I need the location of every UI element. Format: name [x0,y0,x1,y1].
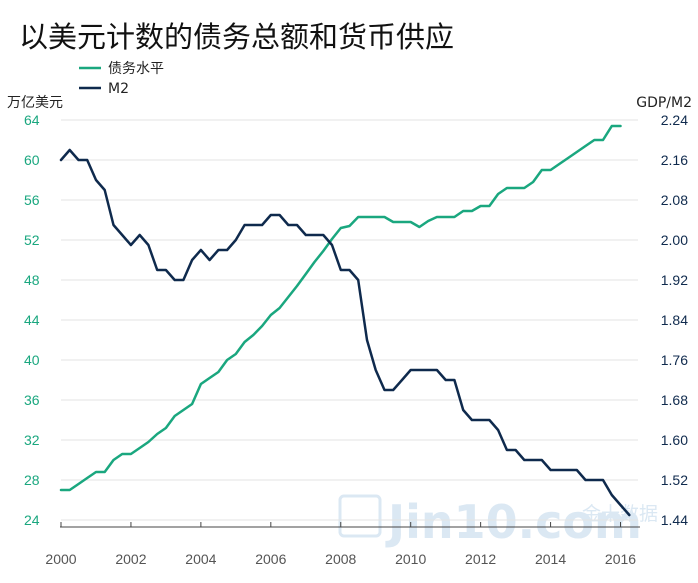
x-tick-label: 2004 [185,551,216,567]
x-tick-label: 2006 [255,551,286,567]
legend: 债务水平 M2 [79,61,164,97]
right-tick-label: 1.76 [661,352,688,368]
legend-label-m2: M2 [108,81,129,97]
series-line-m2 [59,148,631,517]
x-tick-label: 2014 [535,551,566,567]
right-tick-label: 2.00 [661,232,688,248]
right-tick-label: 1.92 [661,272,688,288]
left-tick-label: 64 [24,112,40,128]
x-tick-label: 2010 [395,551,426,567]
x-tick-label: 2012 [465,551,496,567]
left-axis-label: 万亿美元 [7,95,63,111]
x-tick-label: 2008 [325,551,356,567]
right-tick-label: 2.24 [661,112,688,128]
right-axis-label: GDP/M2 [636,95,692,111]
watermark-logo-box [338,494,382,538]
grid [61,119,638,521]
legend-label-debt: 债务水平 [108,61,164,77]
series-line-debt [59,124,622,492]
x-tick-label: 2000 [45,551,76,567]
left-axis: 24 28 32 36 40 44 48 52 56 60 64 [24,112,40,528]
left-tick-label: 48 [24,272,40,288]
chart-title: 以美元计数的债务总额和货币供应 [19,20,454,54]
right-tick-label: 1.44 [661,512,688,528]
left-tick-label: 60 [24,152,40,168]
left-tick-label: 52 [24,232,40,248]
right-tick-label: 1.84 [661,312,688,328]
left-tick-label: 24 [24,512,40,528]
watermark-main: Jin10.com [385,495,642,549]
left-tick-label: 28 [24,472,40,488]
right-tick-label: 2.16 [661,152,688,168]
x-tick-label: 2002 [115,551,146,567]
left-tick-label: 44 [24,312,40,328]
right-tick-label: 1.68 [661,392,688,408]
series-layer [59,124,631,517]
x-axis: 2000 2002 2004 2006 2008 2010 2012 2014 2016 [45,522,636,567]
right-axis: 1.44 1.52 1.60 1.68 1.76 1.84 1.92 2.00 2.08 2.16… [661,112,688,528]
left-tick-label: 56 [24,192,40,208]
right-tick-label: 1.52 [661,472,688,488]
watermark: Jin10.com 金十数据 [338,494,658,549]
x-tick-label: 2016 [605,551,636,567]
right-tick-label: 2.08 [661,192,688,208]
left-tick-label: 32 [24,432,40,448]
left-tick-label: 36 [24,392,40,408]
left-tick-label: 40 [24,352,40,368]
right-tick-label: 1.60 [661,432,688,448]
